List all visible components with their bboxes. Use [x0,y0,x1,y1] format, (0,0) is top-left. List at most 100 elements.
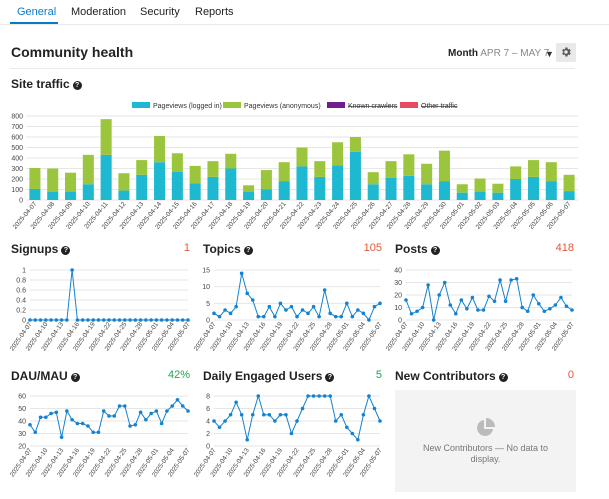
data-point [267,304,272,309]
data-point [311,304,316,309]
data-point [322,394,327,398]
y-tick-label: 50 [18,406,26,413]
data-point [80,318,85,322]
posts-chart: 0102030402025-04-072025-04-102025-04-132… [385,268,576,353]
y-tick-label: 0.6 [16,288,26,295]
tab-moderation[interactable]: Moderation [71,6,127,18]
data-point [317,394,321,398]
signups-chart: 00.20.40.60.812025-04-072025-04-102025-0… [9,268,192,353]
bar-anonymous [332,142,344,166]
data-point [80,421,85,426]
data-point [250,412,255,417]
bar-anonymous [314,161,326,177]
data-point [96,318,101,322]
data-point [367,318,371,322]
bar-anonymous [296,147,308,167]
tab-reports[interactable]: Reports [195,6,234,18]
help-icon[interactable]: ? [70,373,80,382]
data-point [256,314,261,319]
bar-logged-in [47,191,59,200]
legend-label: Other traffic [421,103,458,110]
data-point [245,291,249,296]
bar-anonymous [260,170,272,190]
bar-logged-in [118,190,130,200]
admin-nav: General Moderation Security Reports [0,0,609,25]
data-point [165,409,169,413]
data-point [361,311,366,316]
y-tick-label: 500 [11,145,23,152]
bar-anonymous [189,165,201,184]
signups-title: Signups? [11,242,71,256]
y-tick-label: 2 [206,431,210,438]
data-point [186,409,190,413]
dau-mau-title: DAU/MAU? [11,369,80,383]
data-point [175,397,180,402]
y-tick-label: 10 [202,284,210,291]
bar-logged-in [367,184,379,200]
bar-anonymous [207,161,219,177]
data-point [295,314,299,319]
y-tick-label: 100 [11,187,23,194]
data-point [91,430,95,435]
data-point [33,430,38,435]
series-line [29,399,189,438]
series-line [30,269,188,321]
bar-anonymous [278,162,290,182]
help-icon[interactable]: ? [61,246,71,255]
data-point [228,412,233,417]
data-point [138,410,143,415]
y-tick-label: 700 [11,124,23,131]
data-point [300,406,305,411]
data-point [509,278,513,282]
data-point [180,318,185,322]
data-point [448,303,453,307]
tab-general[interactable]: General [17,6,57,18]
bar-anonymous [474,178,486,192]
data-point [333,314,338,319]
bar-anonymous [225,153,237,169]
bar-logged-in [154,162,166,200]
data-point [278,412,283,417]
data-point [328,394,332,398]
daily-engaged-users-title: Daily Engaged Users? [203,369,335,383]
data-point [96,430,101,435]
data-point [465,306,469,311]
y-tick-label: 30 [18,431,26,438]
help-icon[interactable]: ? [498,373,508,382]
data-point [107,318,111,322]
data-point [487,294,491,299]
legend-swatch [327,102,345,108]
settings-button[interactable] [556,43,576,62]
bar-logged-in [225,168,237,200]
data-point [378,419,382,423]
help-icon[interactable]: ? [243,246,253,255]
bar-logged-in [438,181,450,200]
data-point [49,411,53,416]
help-icon[interactable]: ? [325,373,335,382]
daily-engaged-users-count: 5 [375,369,382,381]
data-point [426,283,430,287]
y-tick-label: 300 [11,166,23,173]
data-point [284,308,288,312]
bar-anonymous [64,172,77,192]
data-point [65,318,69,322]
help-icon[interactable]: ? [430,246,440,255]
data-point [548,306,552,311]
data-point [317,314,321,319]
data-point [128,318,132,322]
new-contributors-empty: New Contributors — No data to display. [395,390,576,492]
data-point [514,276,519,281]
tab-security[interactable]: Security [140,6,180,18]
y-tick-label: 30 [394,280,402,287]
gear-icon [562,47,571,57]
data-point [559,295,563,300]
help-icon[interactable]: ? [72,81,82,90]
period-selector[interactable]: Month APR 7 – MAY 7 ▼ [448,48,554,59]
topics-title: Topics? [203,242,253,256]
series-line [405,278,573,321]
data-point [75,421,80,426]
data-point [442,280,447,285]
data-point [223,308,227,312]
data-point [306,311,310,316]
bar-anonymous [403,154,415,176]
